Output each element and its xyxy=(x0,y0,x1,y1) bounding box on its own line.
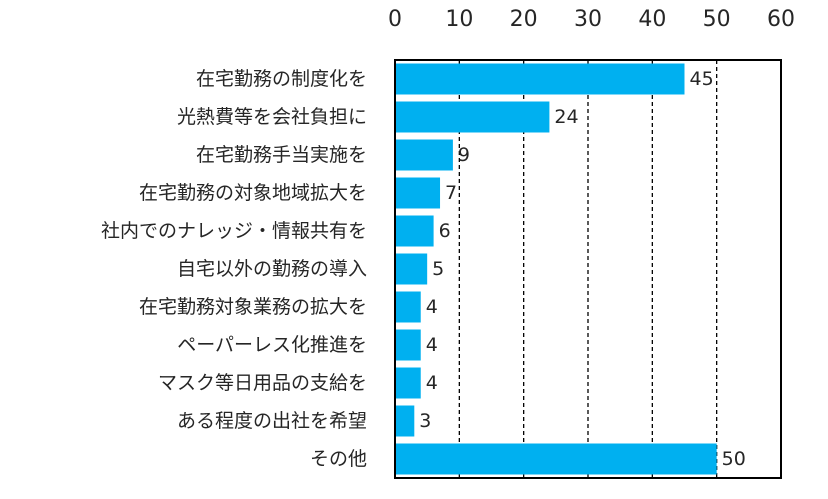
category-label: 社内でのナレッジ・情報共有を xyxy=(101,220,367,242)
data-label: 4 xyxy=(426,296,438,318)
bar xyxy=(395,63,685,95)
category-label: ペーパーレス化推進を xyxy=(177,334,367,356)
x-tick-label: 60 xyxy=(767,7,795,32)
category-label: 在宅勤務対象業務の拡大を xyxy=(139,296,367,318)
category-label: 在宅勤務の対象地域拡大を xyxy=(139,182,367,204)
bar xyxy=(395,253,428,285)
x-axis-ticks: 0 10 20 30 40 50 60 xyxy=(388,7,795,32)
bar xyxy=(395,367,421,399)
x-tick-label: 40 xyxy=(638,7,666,32)
data-label: 45 xyxy=(690,68,714,90)
bar xyxy=(395,291,421,323)
x-tick-label: 30 xyxy=(574,7,602,32)
x-tick-label: 10 xyxy=(445,7,473,32)
x-tick-label: 50 xyxy=(703,7,731,32)
x-tick-label: 0 xyxy=(388,7,402,32)
bar xyxy=(395,101,550,133)
bar xyxy=(395,443,717,475)
category-label: その他 xyxy=(310,448,367,470)
bar xyxy=(395,177,441,209)
data-label: 3 xyxy=(419,410,431,432)
bar xyxy=(395,329,421,361)
data-label: 4 xyxy=(426,372,438,394)
bar xyxy=(395,215,434,247)
data-label: 4 xyxy=(426,334,438,356)
category-label: 光熱費等を会社負担に xyxy=(177,106,367,128)
data-label: 6 xyxy=(439,220,451,242)
data-label: 7 xyxy=(445,182,457,204)
x-tick-label: 20 xyxy=(510,7,538,32)
bar xyxy=(395,139,453,171)
category-labels: 在宅勤務の制度化を光熱費等を会社負担に在宅勤務手当実施を在宅勤務の対象地域拡大を… xyxy=(101,68,367,470)
data-label: 50 xyxy=(722,448,746,470)
data-label: 9 xyxy=(458,144,470,166)
category-label: 在宅勤務の制度化を xyxy=(196,68,367,90)
data-label: 24 xyxy=(554,106,578,128)
category-label: 自宅以外の勤務の導入 xyxy=(177,258,367,280)
data-labels: 45 24 97 6 5 4 4 4 3 50 xyxy=(419,68,746,470)
category-label: 在宅勤務手当実施を xyxy=(196,144,367,166)
category-label: マスク等日用品の支給を xyxy=(158,372,367,394)
category-label: ある程度の出社を希望 xyxy=(177,410,367,432)
data-label: 5 xyxy=(432,258,444,280)
bars xyxy=(395,63,717,475)
plot-area-frame xyxy=(394,59,782,479)
bar xyxy=(395,405,415,437)
